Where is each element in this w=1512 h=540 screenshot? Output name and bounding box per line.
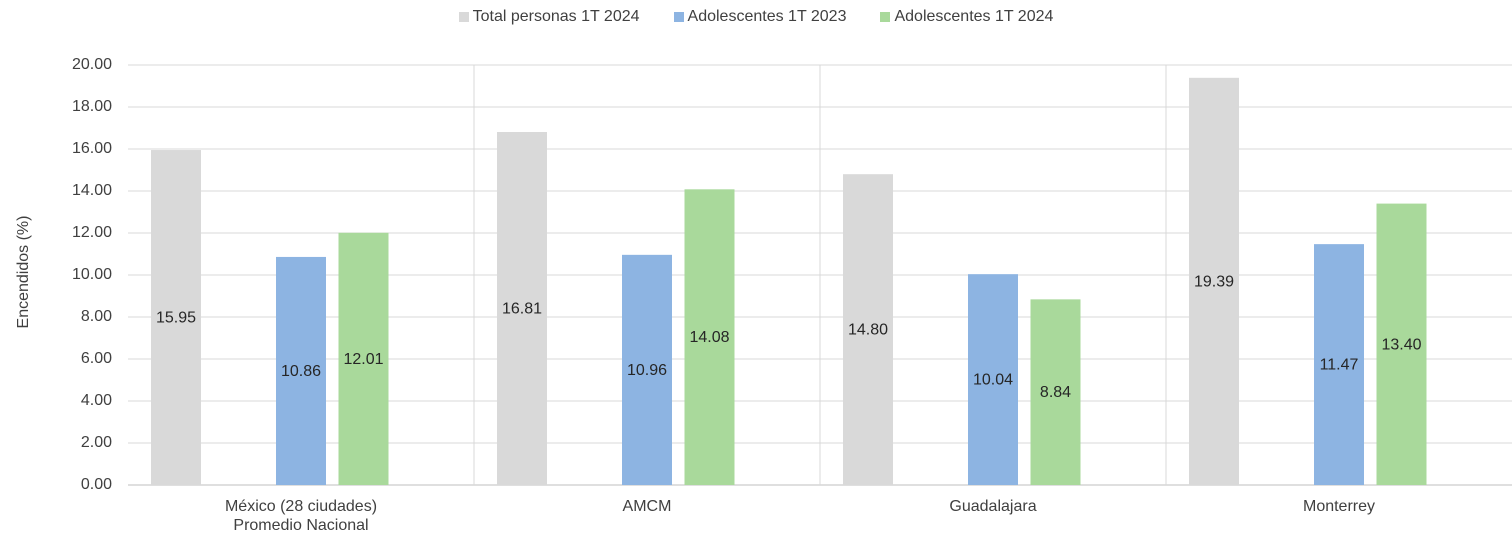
x-tick-label: AMCM [623,497,672,516]
data-label: 15.95 [156,310,196,327]
bar [497,131,547,486]
legend-item-total-personas: Total personas 1T 2024 [458,6,640,28]
x-tick-label: Guadalajara [949,497,1036,516]
legend-swatch [458,12,469,22]
y-tick-label: 12.00 [71,224,112,241]
bar [1030,299,1081,485]
bar [1376,203,1427,485]
bar [843,174,893,485]
data-label: 16.81 [502,300,542,317]
legend-item-adolescentes-2023: Adolescentes 1T 2023 [673,6,847,28]
y-tick-label: 2.00 [80,434,112,451]
x-tick-label-line: Monterrey [1302,498,1376,515]
x-tick-label: Monterrey [1303,497,1375,516]
data-label: 13.40 [1381,336,1421,353]
bar [151,150,201,486]
bar [684,189,735,485]
legend-swatch [880,12,891,22]
y-tick-label: 8.00 [80,308,112,325]
x-tick-label: México (28 ciudades) Promedio Nacional [225,497,377,535]
y-tick-label: 6.00 [80,350,112,367]
bar [1314,244,1364,485]
y-tick-label: 20.00 [71,56,112,73]
y-tick-label: 0.00 [80,476,112,493]
bar [338,232,389,485]
x-tick-label-line: AMCM [622,498,672,515]
data-label: 11.47 [1320,357,1359,374]
y-tick-label: 4.00 [80,392,112,409]
bar [276,256,326,485]
data-label: 10.96 [627,362,667,379]
data-label: 14.80 [848,322,888,339]
data-label: 8.84 [1040,384,1071,401]
y-tick-label: 14.00 [71,182,112,199]
bar [622,254,672,485]
bar [968,274,1018,485]
chart-legend: Total personas 1T 2024 Adolescentes 1T 2… [0,6,1512,28]
data-label: 12.01 [343,351,383,368]
y-tick-label: 18.00 [71,98,112,115]
x-tick-label-line: Guadalajara [949,498,1037,515]
legend-label: Adolescentes 1T 2024 [894,8,1054,25]
data-label: 10.04 [973,372,1013,389]
data-label: 19.39 [1194,273,1234,290]
x-tick-label-line: México (28 ciudades) [224,498,378,515]
legend-item-adolescentes-2024: Adolescentes 1T 2024 [880,6,1053,28]
data-label: 10.86 [281,363,321,380]
legend-swatch [673,12,684,22]
y-tick-label: 10.00 [71,266,112,283]
x-tick-label-line: Promedio Nacional [233,517,369,534]
legend-label: Total personas 1T 2024 [472,8,640,25]
bar [1189,77,1239,485]
y-tick-label: 16.00 [71,140,112,157]
data-label: 14.08 [689,329,729,346]
legend-label: Adolescentes 1T 2023 [687,8,847,25]
